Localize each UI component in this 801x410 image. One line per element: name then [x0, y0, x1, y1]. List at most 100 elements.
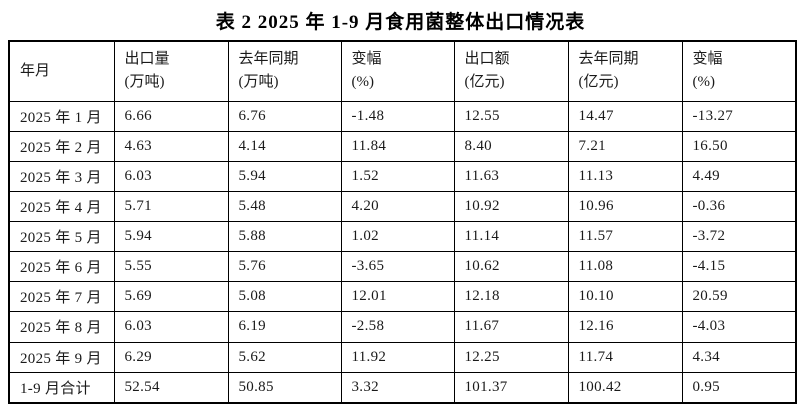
value-cell: 6.76	[227, 100, 342, 132]
row-label-cell: 2025 年 4 月	[8, 190, 115, 223]
value-cell: 6.19	[227, 311, 342, 343]
value-cell: 16.50	[681, 130, 797, 162]
page-title: 表 2 2025 年 1-9 月食用菌整体出口情况表	[215, 12, 586, 33]
table-row: 1-9 月合计 52.54 50.85 3.32 101.37 100.42 0.95	[8, 371, 797, 404]
column-header-label: 去年同期	[238, 51, 299, 68]
table-row: 2025 年 9 月 6.29 5.62 11.92 12.25 11.74 4.34	[8, 341, 797, 373]
value-cell: 5.88	[227, 220, 342, 253]
value-cell: 11.13	[567, 160, 683, 192]
value-cell: -3.65	[340, 251, 455, 283]
value-cell: 7.21	[567, 130, 683, 162]
table-row: 2025 年 5 月 5.94 5.88 1.02 11.14 11.57 -3.72	[8, 220, 797, 253]
value-cell: 5.69	[113, 281, 229, 313]
value-cell: 5.08	[227, 281, 342, 313]
value-cell: 10.62	[453, 251, 569, 283]
value-cell: 11.74	[567, 341, 683, 373]
column-header: 去年同期 (亿元)	[567, 40, 683, 102]
row-label-cell: 2025 年 3 月	[8, 160, 115, 192]
value-cell: 5.48	[227, 190, 342, 223]
value-cell: 12.01	[340, 281, 455, 313]
column-header-unit: (亿元)	[578, 74, 619, 91]
value-cell: 8.40	[453, 130, 569, 162]
value-cell: -3.72	[681, 220, 797, 253]
table-row: 2025 年 7 月 5.69 5.08 12.01 12.18 10.10 20.59	[8, 281, 797, 313]
value-cell: 12.25	[453, 341, 569, 373]
value-cell: 100.42	[567, 371, 683, 404]
table-row: 2025 年 4 月 5.71 5.48 4.20 10.92 10.96 -0.36	[8, 190, 797, 223]
value-cell: 11.08	[567, 251, 683, 283]
value-cell: 50.85	[227, 371, 342, 404]
value-cell: 12.18	[453, 281, 569, 313]
value-cell: 10.10	[567, 281, 683, 313]
row-label-cell: 2025 年 5 月	[8, 220, 115, 253]
value-cell: 14.47	[567, 100, 683, 132]
value-cell: -4.03	[681, 311, 797, 343]
value-cell: 5.94	[227, 160, 342, 192]
column-header-unit: (万吨)	[238, 74, 279, 91]
value-cell: 11.84	[340, 130, 455, 162]
value-cell: 11.57	[567, 220, 683, 253]
value-cell: 10.92	[453, 190, 569, 223]
row-label-cell: 1-9 月合计	[8, 371, 115, 404]
table-row: 2025 年 8 月 6.03 6.19 -2.58 11.67 12.16 -4.03	[8, 311, 797, 343]
value-cell: 5.55	[113, 251, 229, 283]
column-header-label: 年月	[20, 62, 51, 79]
value-cell: 1.02	[340, 220, 455, 253]
value-cell: 12.55	[453, 100, 569, 132]
column-header-label: 出口量	[124, 51, 170, 68]
value-cell: 1.52	[340, 160, 455, 192]
column-header: 变幅 (%)	[340, 40, 455, 102]
row-label-cell: 2025 年 9 月	[8, 341, 115, 373]
column-header: 去年同期 (万吨)	[227, 40, 342, 102]
value-cell: 6.29	[113, 341, 229, 373]
table-row: 2025 年 3 月 6.03 5.94 1.52 11.63 11.13 4.49	[8, 160, 797, 192]
column-header-unit: (万吨)	[124, 74, 165, 91]
row-label-cell: 2025 年 8 月	[8, 311, 115, 343]
value-cell: -2.58	[340, 311, 455, 343]
value-cell: -4.15	[681, 251, 797, 283]
table-row: 2025 年 6 月 5.55 5.76 -3.65 10.62 11.08 -4.15	[8, 251, 797, 283]
value-cell: 101.37	[453, 371, 569, 404]
column-header-label: 变幅	[351, 51, 382, 68]
value-cell: 6.03	[113, 160, 229, 192]
column-header-unit: (%)	[692, 74, 716, 91]
value-cell: 5.76	[227, 251, 342, 283]
value-cell: 6.66	[113, 100, 229, 132]
value-cell: 4.49	[681, 160, 797, 192]
value-cell: 10.96	[567, 190, 683, 223]
value-cell: 11.67	[453, 311, 569, 343]
value-cell: 0.95	[681, 371, 797, 404]
row-label-cell: 2025 年 2 月	[8, 130, 115, 162]
value-cell: -0.36	[681, 190, 797, 223]
column-header-unit: (亿元)	[464, 74, 505, 91]
table-body: 2025 年 1 月 6.66 6.76 -1.48 12.55 14.47 -13.27 2…	[8, 100, 797, 404]
column-header-unit: (%)	[351, 74, 375, 91]
column-header-label: 变幅	[692, 51, 723, 68]
table-row: 2025 年 1 月 6.66 6.76 -1.48 12.55 14.47 -13.27	[8, 100, 797, 132]
value-cell: 20.59	[681, 281, 797, 313]
value-cell: 3.32	[340, 371, 455, 404]
value-cell: 5.94	[113, 220, 229, 253]
value-cell: -1.48	[340, 100, 455, 132]
value-cell: 6.03	[113, 311, 229, 343]
row-label-cell: 2025 年 7 月	[8, 281, 115, 313]
column-header: 出口量 (万吨)	[113, 40, 229, 102]
column-header: 年月	[8, 40, 115, 102]
value-cell: 11.63	[453, 160, 569, 192]
value-cell: 52.54	[113, 371, 229, 404]
column-header: 出口额 (亿元)	[453, 40, 569, 102]
value-cell: 11.92	[340, 341, 455, 373]
column-header-label: 出口额	[464, 51, 510, 68]
table-row: 2025 年 2 月 4.63 4.14 11.84 8.40 7.21 16.50	[8, 130, 797, 162]
value-cell: -13.27	[681, 100, 797, 132]
value-cell: 4.14	[227, 130, 342, 162]
value-cell: 5.62	[227, 341, 342, 373]
export-table: 年月 出口量 (万吨) 去年同期 (万吨) 变幅 (%) 出口额 (亿元) 去年同期 (亿元) 变幅 (…	[8, 40, 797, 404]
column-header-label: 去年同期	[578, 51, 639, 68]
row-label-cell: 2025 年 6 月	[8, 251, 115, 283]
header-row: 年月 出口量 (万吨) 去年同期 (万吨) 变幅 (%) 出口额 (亿元) 去年同期 (亿元) 变幅 (…	[8, 40, 797, 102]
value-cell: 11.14	[453, 220, 569, 253]
row-label-cell: 2025 年 1 月	[8, 100, 115, 132]
value-cell: 5.71	[113, 190, 229, 223]
value-cell: 12.16	[567, 311, 683, 343]
